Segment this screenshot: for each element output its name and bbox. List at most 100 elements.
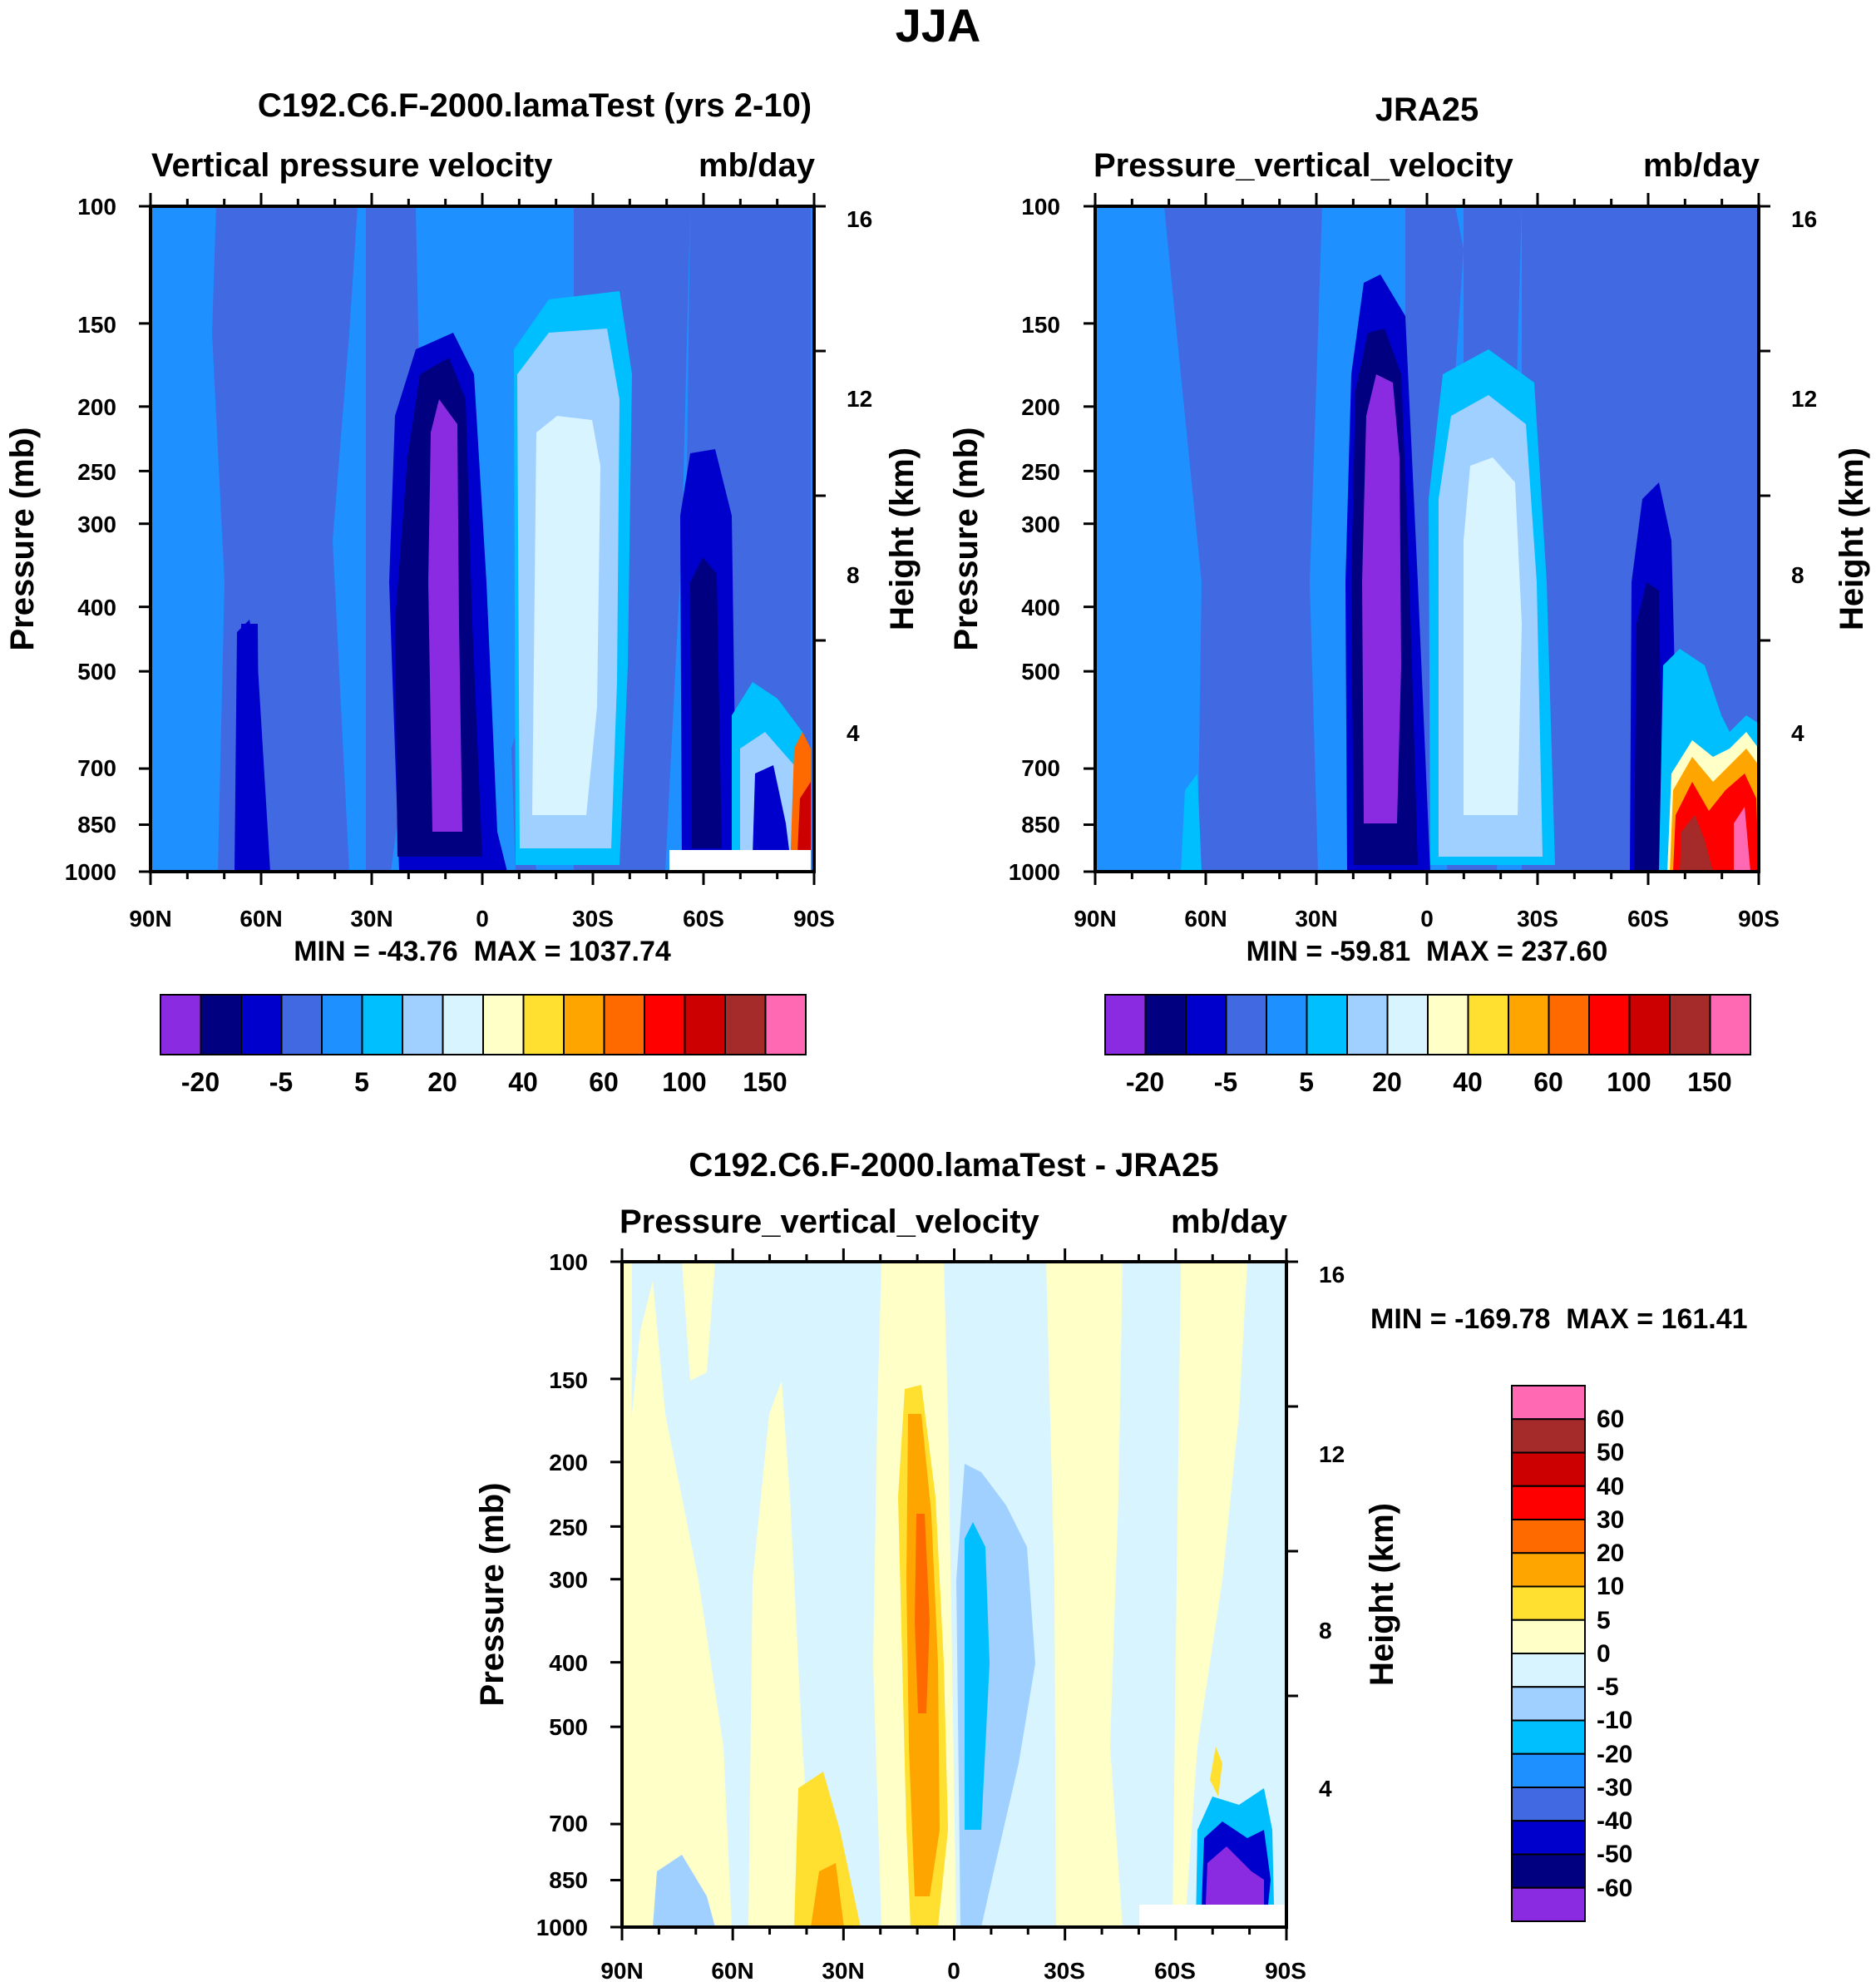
panel-difference: C192.C6.F-2000.lamaTest - JRA25 Pressure…: [474, 1147, 1748, 1982]
colorbar: [1511, 1385, 1586, 1922]
colorbar-swatch: [1185, 994, 1227, 1055]
colorbar-swatch: [1669, 994, 1711, 1055]
colorbar-swatch: [200, 994, 242, 1055]
colorbar-swatch: [1511, 1552, 1586, 1588]
colorbar-swatch: [1266, 994, 1308, 1055]
y-ticks: 100 150 200 250 300 400 500 700 850 1000: [65, 194, 116, 885]
colorbar-swatch: [1511, 1886, 1586, 1922]
y-tick-label: 300: [77, 512, 116, 537]
y-tick-label: 500: [77, 659, 116, 685]
colorbar-swatch: [563, 994, 605, 1055]
colorbar-swatch: [1144, 994, 1187, 1055]
panel-model: C192.C6.F-2000.lamaTest (yrs 2-10) Verti…: [4, 87, 921, 1097]
colorbar-label: 20: [1372, 1067, 1402, 1097]
figure-title: JJA: [896, 0, 981, 52]
colorbar-label: -20: [181, 1067, 220, 1097]
y-tick-label: 1000: [65, 859, 116, 885]
colorbar-label: 60: [1533, 1067, 1563, 1097]
x-tick-label: 0: [947, 1958, 960, 1982]
y-tick-label: 100: [77, 194, 116, 220]
colorbar-label: 60: [589, 1067, 619, 1097]
colorbar-label: 40: [1597, 1473, 1624, 1500]
colorbar-swatch: [1548, 994, 1590, 1055]
colorbar-label: -20: [1597, 1741, 1632, 1768]
colorbar: [1104, 994, 1751, 1055]
y2-axis-label: Height (km): [884, 447, 921, 630]
x-tick-label: 60S: [683, 906, 724, 932]
colorbar-swatch: [1511, 1787, 1586, 1822]
x-ticks: 90N 60N 30N 0 30S 60S 90S: [600, 1958, 1306, 1982]
colorbar-label: 100: [1607, 1067, 1651, 1097]
y2-tick-label: 16: [847, 206, 872, 232]
panel-title: C192.C6.F-2000.lamaTest - JRA25: [689, 1147, 1218, 1184]
panel-reanalysis: JRA25 Pressure_vertical_velocity mb/day: [948, 91, 1870, 1097]
colorbar-label: 150: [743, 1067, 787, 1097]
x-tick-label: 30N: [350, 906, 392, 932]
y-tick-label: 500: [549, 1714, 588, 1740]
x-tick-label: 30N: [822, 1958, 864, 1982]
x-tick-label: 0: [476, 906, 489, 932]
colorbar-swatch: [1511, 1653, 1586, 1688]
x-ticks: 90N 60N 30N 0 30S 60S 90S: [129, 906, 835, 932]
colorbar-label: -5: [1597, 1673, 1619, 1701]
y-tick-label: 1000: [1009, 859, 1060, 885]
colorbar-swatch: [1709, 994, 1751, 1055]
y-tick-label: 850: [77, 812, 116, 838]
y-tick-label: 250: [549, 1515, 588, 1540]
colorbar-swatch: [1104, 994, 1147, 1055]
colorbar-label: -5: [1214, 1067, 1237, 1097]
colorbar-label: 100: [662, 1067, 706, 1097]
colorbar-label: 150: [1687, 1067, 1731, 1097]
y-tick-label: 200: [77, 394, 116, 420]
y-axis-label: Pressure (mb): [4, 428, 41, 651]
x-tick-label: 0: [1420, 906, 1434, 932]
y2-tick-label: 16: [1791, 206, 1817, 232]
panel-title: JRA25: [1375, 91, 1479, 128]
y-tick-label: 150: [549, 1367, 588, 1393]
y-tick-label: 700: [1021, 755, 1060, 781]
y2-ticks: 16 12 8 4: [847, 206, 872, 746]
colorbar-swatch: [1511, 1385, 1586, 1421]
colorbar-swatch: [402, 994, 444, 1055]
colorbar-swatch: [361, 994, 403, 1055]
panel-units: mb/day: [1643, 147, 1760, 184]
colorbar-swatch: [321, 994, 363, 1055]
y-ticks: 100 150 200 250 300 400 500 700 850 1000: [1009, 194, 1060, 885]
x-tick-label: 30S: [572, 906, 614, 932]
x-tick-label: 60S: [1627, 906, 1669, 932]
colorbar-labels: -20 -5 5 20 40 60 100 150: [1126, 1067, 1732, 1097]
colorbar-swatch: [1511, 1418, 1586, 1454]
y-tick-label: 100: [1021, 194, 1060, 220]
y-tick-label: 300: [549, 1567, 588, 1593]
panel-units: mb/day: [699, 147, 816, 184]
colorbar-swatch: [684, 994, 726, 1055]
colorbar-label: 20: [1597, 1540, 1624, 1567]
colorbar-swatch: [1346, 994, 1389, 1055]
y-tick-label: 400: [549, 1650, 588, 1676]
colorbar-label: 0: [1597, 1640, 1611, 1668]
y2-tick-label: 8: [1791, 562, 1804, 588]
panel-units: mb/day: [1171, 1204, 1288, 1240]
x-tick-label: 90S: [1265, 1958, 1306, 1982]
y-tick-label: 400: [1021, 595, 1060, 620]
colorbar-swatch: [644, 994, 686, 1055]
x-tick-label: 90S: [793, 906, 835, 932]
colorbar-label: 40: [508, 1067, 538, 1097]
panel-left-subtitle: Vertical pressure velocity: [151, 147, 553, 184]
colorbar-swatch: [1511, 1485, 1586, 1520]
x-tick-label: 90S: [1738, 906, 1780, 932]
y-tick-label: 1000: [536, 1915, 588, 1940]
y2-ticks: 16 12 8 4: [1791, 206, 1817, 746]
y-tick-label: 500: [1021, 659, 1060, 685]
colorbar-label: -20: [1126, 1067, 1164, 1097]
y2-tick-label: 12: [1319, 1441, 1345, 1467]
y2-tick-label: 16: [1319, 1262, 1345, 1288]
colorbar-label: 50: [1597, 1439, 1624, 1466]
colorbar-swatch: [1511, 1619, 1586, 1654]
x-tick-label: 90N: [1074, 906, 1116, 932]
y2-tick-label: 12: [847, 386, 872, 412]
colorbar-swatch: [1511, 1752, 1586, 1788]
y-tick-label: 150: [77, 312, 116, 338]
colorbar-swatch: [1386, 994, 1429, 1055]
y-tick-label: 700: [77, 755, 116, 781]
